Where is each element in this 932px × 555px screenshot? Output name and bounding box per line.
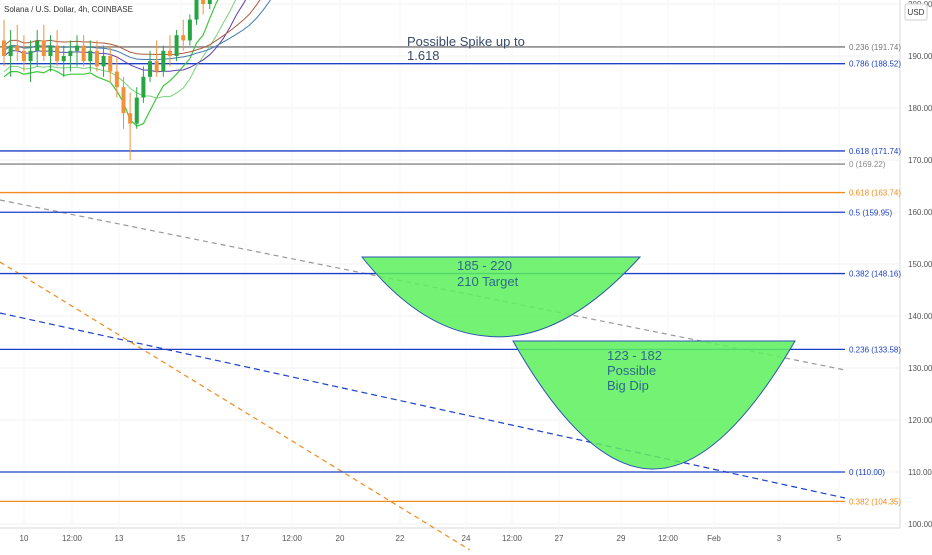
candle-body [41,40,46,56]
fib-level-label: 0.236 (191.74) [849,43,901,52]
fib-level-label: 0.786 (188.52) [849,60,901,69]
fib-level-label: 0.236 (133.58) [849,345,901,354]
blue-trendline [0,312,846,499]
candle-body [2,40,6,56]
ma-green-fast [3,0,219,127]
price-axis[interactable]: 100.00 110.00 120.00 130.00 140.00 150.00 160.… [866,0,932,529]
currency-label: USD [908,8,925,17]
time-tick-label: 5 [837,534,842,543]
fib-level-label: 0.382 (148.16) [849,270,901,279]
candle-body [187,19,192,41]
time-tick-label: 12:00 [282,534,303,543]
candle-body [201,0,206,4]
time-tick-label: 15 [177,534,186,543]
symbol-title: Solana / U.S. Dollar, 4h, COINBASE [4,5,133,14]
candle-body [21,50,26,62]
candle-body [134,97,139,124]
price-tick-label: 160.00 [908,208,932,217]
candle-body [28,50,33,62]
price-tick-label: 100.00 [908,520,932,529]
target-bowls [360,256,796,470]
candle-body [167,50,172,56]
candle-body [94,50,99,67]
target-bowl-upper [360,256,642,338]
fib-levels: 1.618 (323.59)1.618 (271.64)1 (264.63)1 … [0,43,901,506]
time-tick-label: 12:00 [502,534,523,543]
candle-body [15,45,20,51]
target-bowl-lower [512,340,796,470]
price-tick-label: 180.00 [908,104,932,113]
fib-level-label: 0.382 (104.35) [849,497,901,506]
candle-body [55,45,60,62]
fib-level-label: 0 (110.00) [849,468,885,477]
candle-body [75,45,80,51]
ma-green-slow [3,0,237,99]
time-tick-label: 10 [20,534,29,543]
price-tick-label: 110.00 [908,468,932,477]
price-tick-label: 190.00 [908,52,932,61]
price-tick-label: 150.00 [908,260,932,269]
currency-button[interactable] [904,3,928,21]
annotation-text: 1.618 [407,48,440,63]
candle-body [35,40,40,51]
candle-body [88,50,93,62]
time-tick-label: 12:00 [658,534,679,543]
ma-brown [3,0,261,56]
fib-level-label: 0 (169.22) [849,160,886,169]
fib-level-label: 0.618 (171.74) [849,147,901,156]
candle-body [141,76,146,98]
price-tick-label: 120.00 [908,416,932,425]
annotation-text: Possible Spike up to [407,34,525,49]
annotation-text: 185 - 220 [457,258,512,273]
candle-body [174,35,179,56]
fib-level-label: 0.5 (159.95) [849,208,892,217]
candle-body [121,87,126,114]
candle-body [68,50,73,56]
time-tick-label: 29 [617,534,626,543]
annotation-text: Big Dip [607,378,649,393]
candle-body [154,61,159,72]
candle-body [181,35,186,41]
annotation-text: Possible [607,363,656,378]
time-tick-label: 17 [241,534,250,543]
candle-body [101,56,106,67]
candle-body [148,61,153,77]
time-tick-label: 20 [336,534,345,543]
price-tick-label: 130.00 [908,364,932,373]
time-tick-label: 27 [555,534,564,543]
candle-body [48,45,53,56]
time-tick-label: 24 [462,534,471,543]
annotation-text: 123 - 182 [607,348,662,363]
candle-body [207,0,212,4]
candles [2,0,212,160]
fib-level-label: 0.618 (163.74) [849,189,901,198]
time-tick-label: 12:00 [62,534,83,543]
time-tick-label: 22 [396,534,405,543]
candle-body [108,56,113,72]
price-tick-label: 170.00 [908,156,932,165]
time-tick-label: Feb [707,534,721,543]
time-axis[interactable]: 10 12:00 13 15 17 12:00 20 22 24 12:00 27 29 12:00 Fe… [20,534,842,543]
time-tick-label: 3 [777,534,782,543]
candle-body [114,71,119,88]
candle-body [194,0,199,20]
candle-body [161,50,166,72]
candle-body [8,45,13,56]
candle-body [81,45,86,62]
candle-body [61,56,66,62]
price-tick-label: 140.00 [908,312,932,321]
annotation-text: 210 Target [457,274,519,289]
candle-body [128,113,133,124]
time-tick-label: 13 [115,534,124,543]
